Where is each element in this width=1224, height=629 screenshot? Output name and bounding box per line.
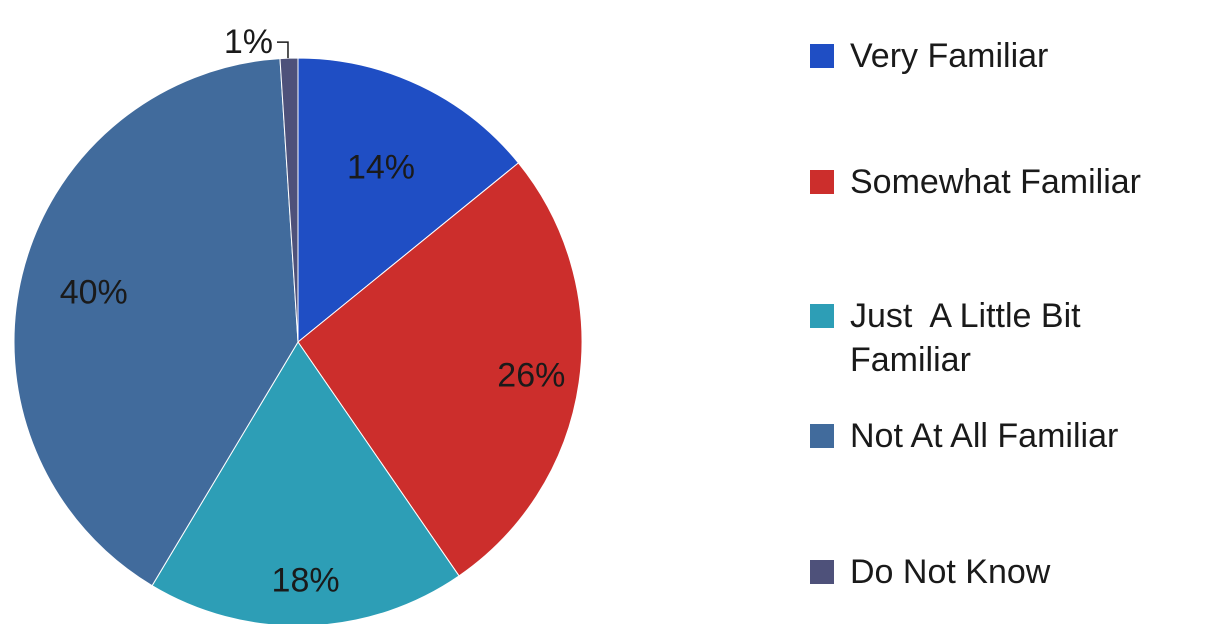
slice-label-not-at-all-familiar: 40% (60, 273, 128, 311)
legend-item-not-at-all-familiar: Not At All Familiar (810, 417, 1118, 455)
slice-label-do-not-know: 1% (224, 23, 273, 61)
legend-swatch-very-familiar (810, 44, 834, 68)
slice-label-just-a-little-bit-familiar: 18% (272, 561, 340, 599)
slice-labels: 14% 26% 18% 40% 1% (60, 23, 566, 599)
legend-item-do-not-know: Do Not Know (810, 553, 1051, 591)
legend-label-very-familiar: Very Familiar (850, 37, 1048, 75)
legend-label-somewhat-familiar: Somewhat Familiar (850, 163, 1141, 201)
pie-slices (13, 57, 583, 627)
pie-slice-do-not-know (279, 57, 299, 343)
slice-label-somewhat-familiar: 26% (497, 357, 565, 395)
slice-label-very-familiar: 14% (347, 149, 415, 187)
legend-swatch-just-a-little-bit-familiar (810, 304, 834, 328)
pie-slice-somewhat-familiar (297, 162, 583, 577)
leader-line-do-not-know (276, 41, 289, 59)
pie-slice-not-at-all-familiar (13, 58, 299, 587)
pie-slice-very-familiar (297, 57, 520, 344)
legend-label-not-at-all-familiar: Not At All Familiar (850, 417, 1118, 455)
legend-swatch-do-not-know (810, 560, 834, 584)
legend: Very Familiar Somewhat Familiar Just A Lit… (810, 37, 1141, 591)
legend-item-somewhat-familiar: Somewhat Familiar (810, 163, 1141, 201)
legend-item-just-a-little-bit-familiar: Just A Little Bit Familiar (810, 297, 1081, 379)
legend-item-very-familiar: Very Familiar (810, 37, 1048, 75)
legend-swatch-somewhat-familiar (810, 170, 834, 194)
legend-label-do-not-know: Do Not Know (850, 553, 1051, 591)
legend-label-just-a-little-bit-familiar: Just A Little Bit Familiar (850, 297, 1081, 379)
legend-swatch-not-at-all-familiar (810, 424, 834, 448)
